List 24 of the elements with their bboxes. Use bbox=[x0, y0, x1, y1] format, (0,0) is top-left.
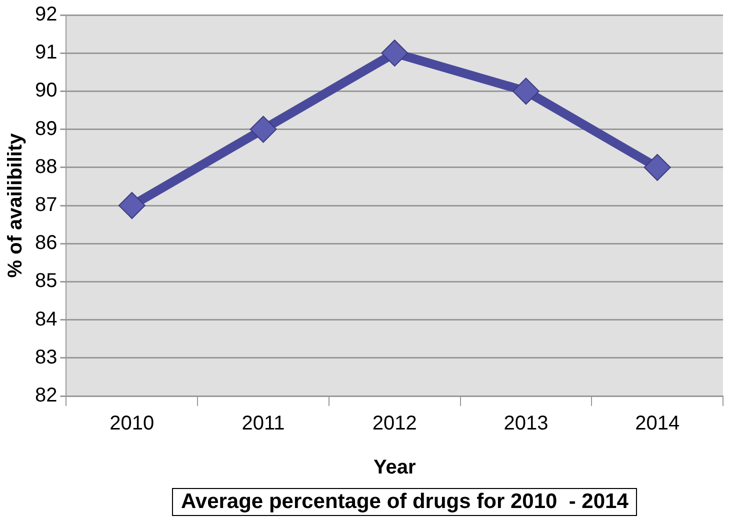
y-tick-label: 86 bbox=[34, 232, 58, 254]
x-tick-label: 2011 bbox=[242, 412, 285, 435]
point bbox=[512, 78, 540, 105]
point bbox=[644, 154, 671, 181]
point bbox=[118, 192, 146, 219]
y-tick-label: 87 bbox=[34, 194, 58, 216]
x-axis-title: Year bbox=[373, 456, 416, 479]
y-tick-label: 82 bbox=[34, 384, 58, 407]
y-tick-label: 84 bbox=[34, 308, 58, 330]
point bbox=[381, 40, 408, 67]
y-axis-title: % of availibility bbox=[4, 132, 27, 278]
y-tick-label: 90 bbox=[34, 80, 58, 102]
x-tick-label: 2012 bbox=[372, 412, 417, 435]
x-tick-label: 2013 bbox=[504, 412, 548, 435]
x-tick-label: 2010 bbox=[110, 412, 154, 435]
point bbox=[250, 116, 277, 143]
y-tick-label: 89 bbox=[34, 118, 58, 140]
y-tick-label: 83 bbox=[34, 346, 58, 368]
x-tick-label: 2014 bbox=[635, 412, 680, 435]
y-tick-label: 88 bbox=[34, 156, 58, 178]
y-tick-label: 91 bbox=[34, 42, 58, 64]
y-tick-label: 85 bbox=[34, 270, 58, 292]
text: Average percentage of drugs for 2010 - 2014 bbox=[172, 488, 638, 516]
y-tick-label: 92 bbox=[34, 4, 58, 26]
